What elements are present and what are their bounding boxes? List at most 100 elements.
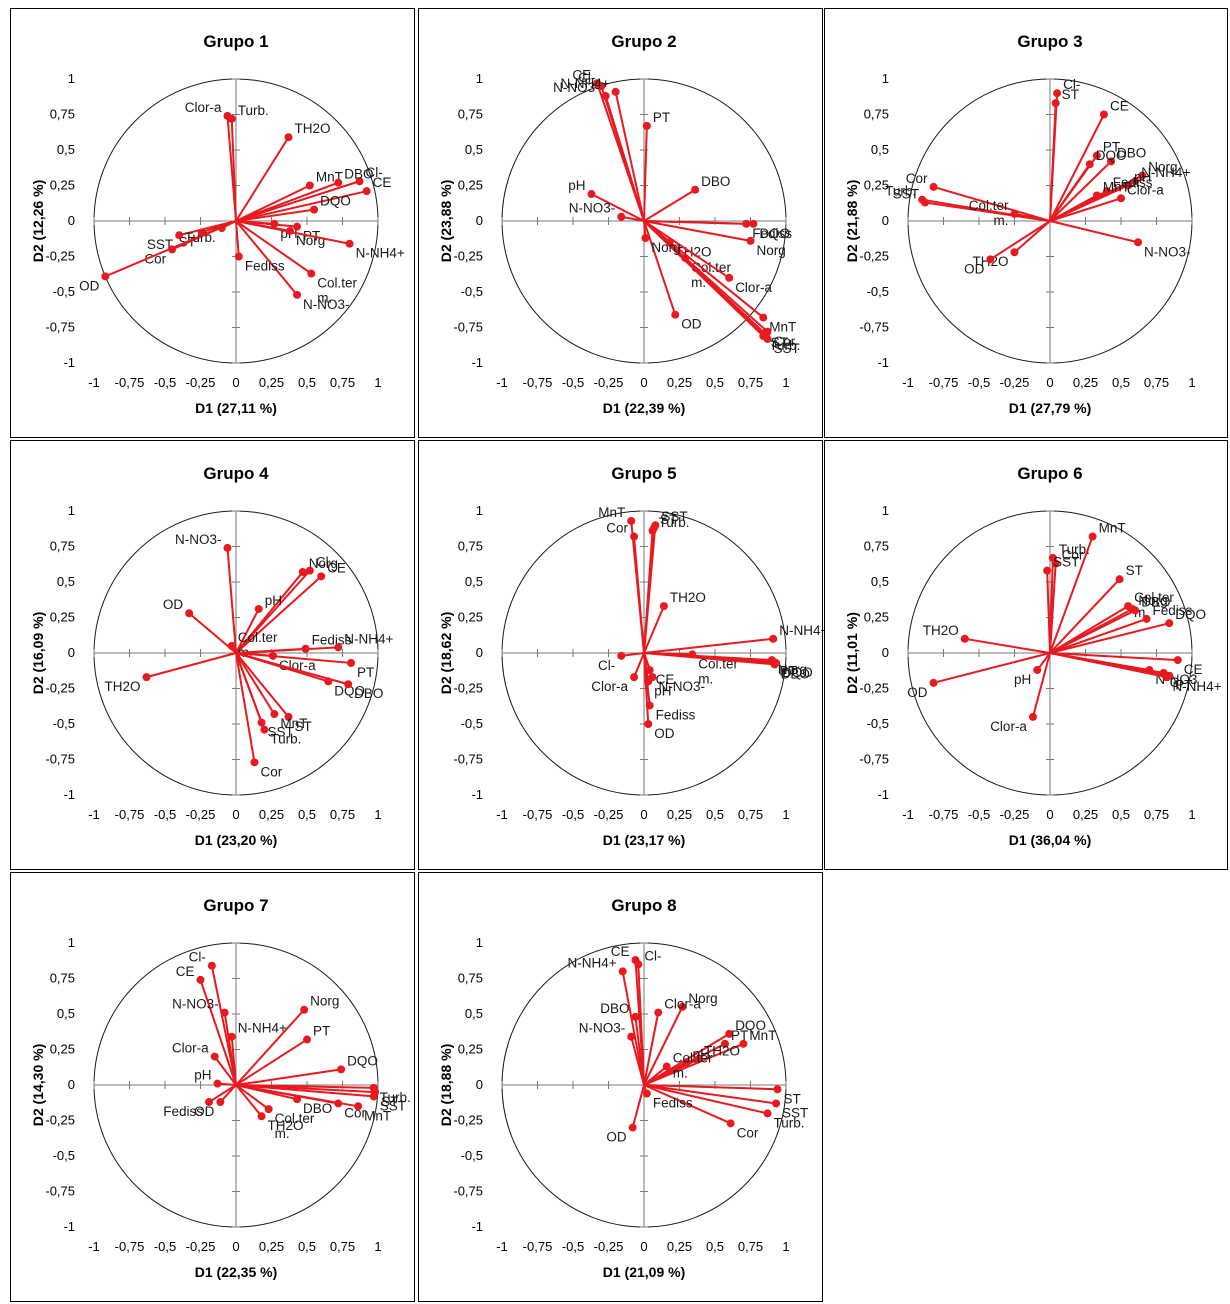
variable-label: SST — [774, 341, 800, 356]
variable-point — [307, 269, 316, 278]
loading-vector — [1049, 608, 1133, 654]
y-tick-label: -1 — [877, 355, 889, 370]
variable-point — [1131, 177, 1140, 186]
y-tick-label: 0,75 — [50, 539, 75, 554]
variable-point — [220, 1008, 229, 1017]
variable-point — [260, 725, 269, 734]
x-tick-label: -0,5 — [562, 807, 584, 822]
variable-label: DBO — [1141, 594, 1170, 609]
variable-point — [1173, 656, 1182, 665]
y-tick-label: -0,5 — [53, 284, 75, 299]
variable-label: Clor-a — [735, 280, 772, 295]
variable-label: MnT — [769, 320, 796, 335]
loading-vector — [235, 1084, 263, 1117]
variable-label: DBO — [344, 167, 373, 182]
loading-vector — [1013, 220, 1051, 253]
x-tick-label: -0,25 — [186, 1239, 216, 1254]
x-tick-label: -0,25 — [1000, 375, 1030, 390]
chart-title: Grupo 5 — [611, 464, 676, 483]
variable-label: Cor — [344, 1105, 366, 1120]
variable-label: N-NH4+ — [568, 955, 617, 970]
variable-point — [223, 543, 232, 552]
variable-label: N-NH4+ — [344, 631, 393, 646]
variable-label: Fediss — [656, 708, 696, 723]
variable-label: Fediss — [1153, 603, 1193, 618]
loading-vector — [235, 220, 312, 275]
variable-point — [210, 1052, 219, 1061]
loading-vector — [633, 536, 645, 654]
x-tick-label: 0,25 — [667, 807, 692, 822]
variable-label: MnT — [749, 1028, 776, 1043]
variable-label: Cl- — [1170, 675, 1187, 690]
y-tick-label: 1 — [68, 935, 75, 950]
chart-svg: Grupo 3 -1 1 -0,75 0,75 -0,5 0,5 -0,25 0,25 0 0 0,2… — [844, 32, 1196, 416]
y-tick-label: -0,25 — [859, 249, 889, 264]
variable-point — [216, 1098, 225, 1107]
variable-label: TH2O — [670, 590, 706, 605]
variable-point — [763, 1109, 772, 1118]
variable-label: SST — [380, 1098, 406, 1113]
chart-panel-1: Grupo 1 -1 1 -0,75 0,75 -0,5 0,5 -0,25 0,25 0 0 0,2… — [10, 8, 415, 438]
variable-label: Cl- — [578, 70, 595, 85]
chart-title: Grupo 2 — [611, 32, 676, 51]
x-tick-label: 0 — [232, 807, 239, 822]
variable-label: Turb. — [238, 103, 269, 118]
variable-point — [921, 198, 930, 207]
variable-label: DQO — [320, 194, 351, 209]
variable-label: OD — [654, 726, 675, 741]
x-tick-label: -0,75 — [929, 375, 959, 390]
x-tick-label: -0,5 — [154, 375, 176, 390]
variable-label: Turb. — [380, 1090, 411, 1105]
x-tick-label: 0,5 — [706, 375, 724, 390]
x-tick-label: -0,5 — [154, 1239, 176, 1254]
loading-vector — [643, 188, 696, 222]
chart-svg: Grupo 5 -1 1 -0,75 0,75 -0,5 0,5 -0,25 0,25 0 0 0,2… — [438, 464, 824, 848]
x-tick-label: -0,25 — [594, 375, 624, 390]
variable-label: MnT — [364, 1108, 391, 1123]
variable-label: Cor — [774, 334, 796, 349]
y-axis-label: D2 (11,01 %) — [844, 612, 860, 694]
x-axis-label: D1 (21,09 %) — [603, 1264, 685, 1280]
variable-point — [678, 1002, 687, 1011]
variable-point — [642, 1089, 651, 1098]
variable-label: TH2O — [923, 623, 959, 638]
y-tick-label: 1 — [68, 71, 75, 86]
loading-vector — [1046, 570, 1051, 654]
variable-label: Turb. — [774, 1115, 805, 1130]
loading-vector — [643, 220, 677, 316]
variable-point — [1162, 673, 1171, 682]
y-tick-label: 0,5 — [465, 1006, 483, 1021]
x-tick-label: 0 — [640, 1239, 647, 1254]
variable-label: ST — [660, 512, 677, 527]
x-tick-label: 0 — [1046, 375, 1053, 390]
y-tick-label: 0 — [476, 213, 483, 228]
variable-point — [317, 572, 326, 581]
x-axis-label: D1 (23,17 %) — [603, 832, 685, 848]
x-tick-label: -1 — [496, 807, 508, 822]
y-tick-label: 1 — [882, 503, 889, 518]
loading-vector — [630, 1036, 645, 1086]
loading-vector — [643, 1084, 732, 1125]
variable-point — [185, 609, 194, 618]
x-axis-label: D1 (22,35 %) — [195, 1264, 277, 1280]
variable-point — [270, 710, 279, 719]
variable-label: Norg — [1148, 160, 1177, 175]
loading-vector — [235, 220, 298, 296]
variable-point — [644, 720, 653, 728]
variable-point — [630, 532, 639, 541]
loading-vector — [643, 1058, 699, 1086]
chart-title: Grupo 7 — [203, 896, 268, 915]
variable-label: PT — [731, 1028, 748, 1043]
x-tick-label: 0,5 — [1112, 375, 1130, 390]
y-tick-label: 0,75 — [50, 107, 75, 122]
variable-point — [769, 634, 778, 643]
variable-label: pH — [654, 683, 671, 698]
loading-vector — [235, 136, 290, 222]
variable-point — [334, 643, 343, 652]
variable-point — [739, 1039, 748, 1048]
variable-label: Cl- — [644, 948, 661, 963]
variable-point — [300, 1005, 309, 1014]
variable-point — [1088, 532, 1097, 541]
